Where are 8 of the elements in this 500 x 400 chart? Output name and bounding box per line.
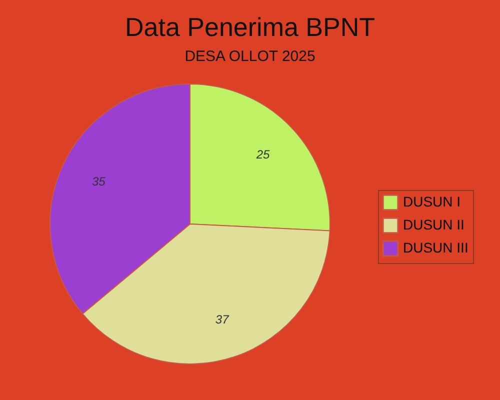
data-label: 37 [215, 312, 230, 327]
legend-label: DUSUN II [403, 216, 464, 232]
chart-subtitle: DESA OLLOT 2025 [184, 48, 316, 65]
legend-label: DUSUN III [403, 240, 468, 256]
legend-label: DUSUN I [403, 194, 461, 210]
chart-title: Data Penerima BPNT [125, 12, 376, 42]
data-label: 25 [255, 147, 270, 162]
data-label: 35 [92, 174, 106, 188]
